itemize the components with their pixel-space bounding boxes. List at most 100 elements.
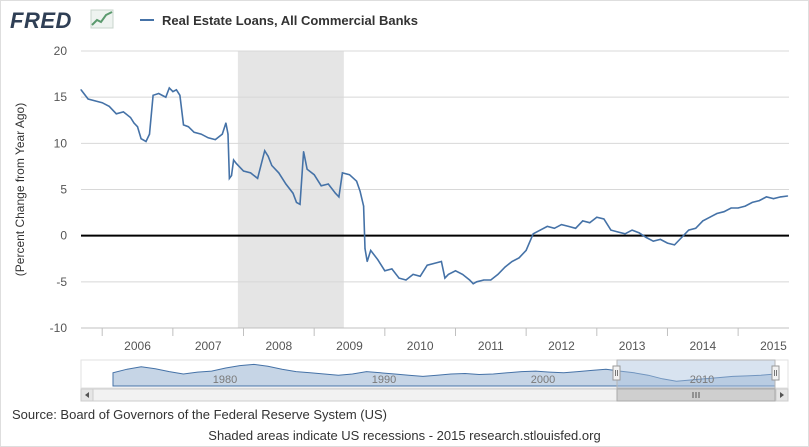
- data-point: [624, 233, 626, 235]
- data-point: [334, 192, 336, 194]
- data-point: [504, 266, 506, 268]
- data-point: [617, 231, 619, 233]
- data-point: [730, 207, 732, 209]
- data-point: [249, 172, 252, 174]
- chart-header: FRED Real Estate Loans, All Commercial B…: [0, 0, 809, 40]
- data-point: [589, 222, 591, 224]
- navigator-year-label: 2000: [531, 374, 555, 386]
- data-point: [129, 116, 132, 119]
- data-point: [366, 260, 368, 263]
- data-point: [230, 175, 233, 177]
- navigator-left-handle[interactable]: [612, 365, 621, 381]
- data-point: [233, 159, 235, 161]
- data-point: [214, 139, 216, 141]
- data-point: [652, 240, 654, 242]
- data-point: [370, 249, 372, 252]
- data-point: [182, 124, 185, 126]
- data-point: [765, 196, 767, 198]
- data-point: [355, 180, 358, 182]
- data-point: [377, 259, 379, 261]
- y-tick-label: -10: [50, 321, 68, 335]
- x-tick-label: 2008: [265, 339, 292, 353]
- data-point: [659, 238, 662, 240]
- scroll-left-button[interactable]: [80, 388, 94, 402]
- data-point: [553, 227, 556, 229]
- data-point: [673, 244, 676, 246]
- data-point: [610, 229, 612, 231]
- data-point: [532, 233, 534, 235]
- data-point: [338, 196, 340, 198]
- y-tick-label: 20: [54, 44, 68, 58]
- legend-series-label: Real Estate Loans, All Commercial Banks: [162, 12, 419, 28]
- data-point: [187, 126, 190, 128]
- data-point: [285, 183, 287, 185]
- y-tick-label: 10: [54, 136, 68, 150]
- data-point: [751, 201, 753, 204]
- x-tick-label: 2009: [336, 339, 363, 353]
- data-point: [603, 218, 605, 220]
- y-axis-title: (Percent Change from Year Ago): [13, 103, 27, 276]
- data-point: [582, 220, 584, 222]
- data-point: [267, 155, 269, 157]
- data-point: [227, 133, 229, 135]
- navigator-labels: 1980 1990 2000 2010: [213, 374, 714, 386]
- fred-logo[interactable]: FRED: [10, 8, 72, 33]
- data-point: [264, 150, 266, 152]
- data-point: [313, 174, 315, 176]
- data-point: [242, 170, 245, 172]
- data-point: [257, 177, 259, 180]
- x-tick-label: 2012: [548, 339, 575, 353]
- data-point: [101, 102, 103, 104]
- data-point: [575, 227, 577, 229]
- data-point: [225, 122, 227, 124]
- data-point: [444, 277, 446, 279]
- data-point: [94, 100, 96, 102]
- data-point: [596, 216, 598, 218]
- data-point: [302, 151, 305, 153]
- data-point: [666, 242, 669, 244]
- navigator-year-label: 1990: [372, 374, 396, 386]
- data-point: [709, 216, 711, 218]
- navigator-year-label: 1980: [213, 374, 237, 386]
- scroll-right-button[interactable]: [775, 388, 789, 402]
- data-point: [688, 229, 690, 231]
- data-point: [497, 273, 499, 276]
- data-point: [560, 223, 563, 226]
- data-point: [786, 195, 789, 197]
- navigator-right-handle[interactable]: [771, 365, 780, 381]
- data-point: [327, 183, 329, 185]
- data-point: [483, 279, 485, 281]
- y-tick-label: 15: [54, 90, 68, 104]
- data-point: [295, 201, 298, 204]
- data-point: [695, 227, 697, 229]
- data-point: [115, 113, 117, 115]
- data-point: [454, 270, 457, 272]
- data-point: [772, 198, 775, 200]
- data-point: [271, 164, 273, 167]
- fred-graph-icon: [90, 9, 114, 29]
- series-points: [80, 87, 789, 285]
- data-point: [87, 98, 89, 100]
- data-point: [412, 273, 414, 276]
- data-point: [292, 192, 294, 194]
- recession-footnote: Shaded areas indicate US recessions - 20…: [208, 428, 601, 443]
- y-tick-label: -5: [56, 275, 67, 289]
- x-tick-label: 2014: [689, 339, 716, 353]
- x-tick-label: 2007: [195, 339, 222, 353]
- data-point: [80, 89, 82, 91]
- data-point: [148, 133, 151, 135]
- data-point: [193, 131, 195, 133]
- data-point: [228, 177, 230, 180]
- data-point: [348, 174, 351, 176]
- range-navigator[interactable]: 1980 1990 2000 2010: [80, 359, 789, 389]
- scrollbar-grip-icon: [692, 392, 700, 398]
- scrollbar[interactable]: [80, 388, 789, 402]
- navigator-year-label: 2010: [690, 374, 714, 386]
- data-point: [108, 105, 110, 107]
- arrow-left-icon: [85, 392, 89, 398]
- data-point: [645, 236, 647, 239]
- y-axis: -10 -5 0 5 10 15 20: [50, 44, 68, 335]
- data-point: [490, 279, 492, 281]
- data-point: [165, 96, 167, 98]
- data-point: [175, 89, 177, 91]
